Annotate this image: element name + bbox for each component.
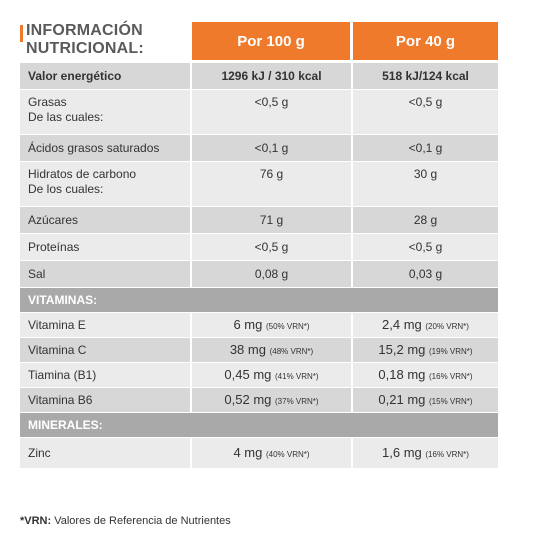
row-label: Valor energético xyxy=(20,63,192,89)
title-line-1: INFORMACIÓN xyxy=(26,22,143,39)
vrn-percent: (16% VRN*) xyxy=(429,372,473,381)
value-per-40g: 15,2 mg (19% VRN*) xyxy=(353,338,498,362)
row-label: Vitamina E xyxy=(20,313,192,337)
column-header-per-100g: Por 100 g xyxy=(192,22,350,60)
table-row-energy: Valor energético 1296 kJ / 310 kcal 518 … xyxy=(20,62,498,89)
value-per-40g: 30 g xyxy=(353,162,498,206)
value-per-100g: 71 g xyxy=(192,207,353,233)
value-per-100g: 0,08 g xyxy=(192,261,353,287)
value-amount: 6 mg xyxy=(233,317,263,332)
value-per-100g: <0,5 g xyxy=(192,234,353,260)
column-header-per-40g: Por 40 g xyxy=(353,22,498,60)
row-label: Vitamina B6 xyxy=(20,388,192,412)
vrn-percent: (41% VRN*) xyxy=(275,372,319,381)
row-label: Sal xyxy=(20,261,192,287)
table-header: INFORMACIÓN NUTRICIONAL: Por 100 g Por 4… xyxy=(20,22,498,62)
value-per-40g: 1,6 mg (16% VRN*) xyxy=(353,438,498,468)
section-minerals: MINERALES: xyxy=(20,412,498,437)
nutrition-table: Valor energético 1296 kJ / 310 kcal 518 … xyxy=(20,62,498,468)
value-per-100g: <0,1 g xyxy=(192,135,353,161)
vrn-percent: (50% VRN*) xyxy=(265,322,310,331)
table-row-salt: Sal 0,08 g 0,03 g xyxy=(20,260,498,287)
value-per-100g: 0,45 mg (41% VRN*) xyxy=(192,363,353,387)
vrn-percent: (16% VRN*) xyxy=(425,450,469,459)
value-amount: 38 mg xyxy=(229,342,266,357)
table-row-vitamin-e: Vitamina E 6 mg (50% VRN*) 2,4 mg (20% V… xyxy=(20,312,498,337)
table-title: INFORMACIÓN NUTRICIONAL: xyxy=(20,22,190,62)
value-amount: 0,21 mg xyxy=(378,392,426,407)
table-row-vitamin-b6: Vitamina B6 0,52 mg (37% VRN*) 0,21 mg (… xyxy=(20,387,498,412)
vrn-percent: (48% VRN*) xyxy=(269,347,314,356)
row-label: Zinc xyxy=(20,438,192,468)
vrn-percent: (20% VRN*) xyxy=(425,322,469,331)
row-label-sub: De las cuales: xyxy=(28,110,104,124)
table-row-fat: Grasas De las cuales: <0,5 g <0,5 g xyxy=(20,89,498,134)
value-amount: 0,45 mg xyxy=(224,367,272,382)
vrn-percent: (19% VRN*) xyxy=(429,347,473,356)
value-per-100g: 76 g xyxy=(192,162,353,206)
vrn-percent: (40% VRN*) xyxy=(265,450,310,459)
footnote-key: *VRN: xyxy=(20,515,52,527)
table-row-vitamin-c: Vitamina C 38 mg (48% VRN*) 15,2 mg (19%… xyxy=(20,337,498,362)
value-amount: 0,52 mg xyxy=(224,392,272,407)
value-per-40g: 2,4 mg (20% VRN*) xyxy=(353,313,498,337)
value-per-40g: 518 kJ/124 kcal xyxy=(353,63,498,89)
footnote: *VRN: Valores de Referencia de Nutriente… xyxy=(20,515,231,527)
vrn-percent: (15% VRN*) xyxy=(429,397,473,406)
value-per-40g: 0,18 mg (16% VRN*) xyxy=(353,363,498,387)
value-per-100g: <0,5 g xyxy=(192,90,353,134)
row-label: Hidratos de carbono De los cuales: xyxy=(20,162,192,206)
title-accent-bar xyxy=(20,25,23,42)
table-row-zinc: Zinc 4 mg (40% VRN*) 1,6 mg (16% VRN*) xyxy=(20,437,498,468)
title-line-2: NUTRICIONAL: xyxy=(26,40,144,57)
footnote-text: Valores de Referencia de Nutrientes xyxy=(51,515,231,527)
value-per-40g: 0,21 mg (15% VRN*) xyxy=(353,388,498,412)
row-label-main: Grasas xyxy=(28,95,67,109)
value-amount: 0,18 mg xyxy=(378,367,426,382)
value-per-100g: 4 mg (40% VRN*) xyxy=(192,438,353,468)
row-label-sub: De los cuales: xyxy=(28,182,104,196)
section-heading-vitamins: VITAMINAS: xyxy=(20,288,498,312)
value-per-100g: 38 mg (48% VRN*) xyxy=(192,338,353,362)
row-label: Tiamina (B1) xyxy=(20,363,192,387)
value-per-100g: 6 mg (50% VRN*) xyxy=(192,313,353,337)
row-label: Proteínas xyxy=(20,234,192,260)
vrn-percent: (37% VRN*) xyxy=(275,397,319,406)
table-row-carbohydrates: Hidratos de carbono De los cuales: 76 g … xyxy=(20,161,498,206)
section-heading-minerals: MINERALES: xyxy=(20,413,498,437)
value-amount: 15,2 mg xyxy=(378,342,426,357)
value-per-40g: <0,5 g xyxy=(353,234,498,260)
row-label: Azúcares xyxy=(20,207,192,233)
value-per-40g: 0,03 g xyxy=(353,261,498,287)
value-per-100g: 1296 kJ / 310 kcal xyxy=(192,63,353,89)
value-amount: 4 mg xyxy=(233,445,263,460)
value-per-100g: 0,52 mg (37% VRN*) xyxy=(192,388,353,412)
value-per-40g: 28 g xyxy=(353,207,498,233)
table-row-sugars: Azúcares 71 g 28 g xyxy=(20,206,498,233)
row-label: Grasas De las cuales: xyxy=(20,90,192,134)
value-amount: 1,6 mg xyxy=(382,445,422,460)
row-label: Vitamina C xyxy=(20,338,192,362)
value-per-40g: <0,5 g xyxy=(353,90,498,134)
row-label-main: Hidratos de carbono xyxy=(28,167,137,181)
section-vitamins: VITAMINAS: xyxy=(20,287,498,312)
value-amount: 2,4 mg xyxy=(382,317,422,332)
value-per-40g: <0,1 g xyxy=(353,135,498,161)
table-row-protein: Proteínas <0,5 g <0,5 g xyxy=(20,233,498,260)
row-label: Ácidos grasos saturados xyxy=(20,135,192,161)
table-row-saturated-fat: Ácidos grasos saturados <0,1 g <0,1 g xyxy=(20,134,498,161)
table-row-thiamine: Tiamina (B1) 0,45 mg (41% VRN*) 0,18 mg … xyxy=(20,362,498,387)
